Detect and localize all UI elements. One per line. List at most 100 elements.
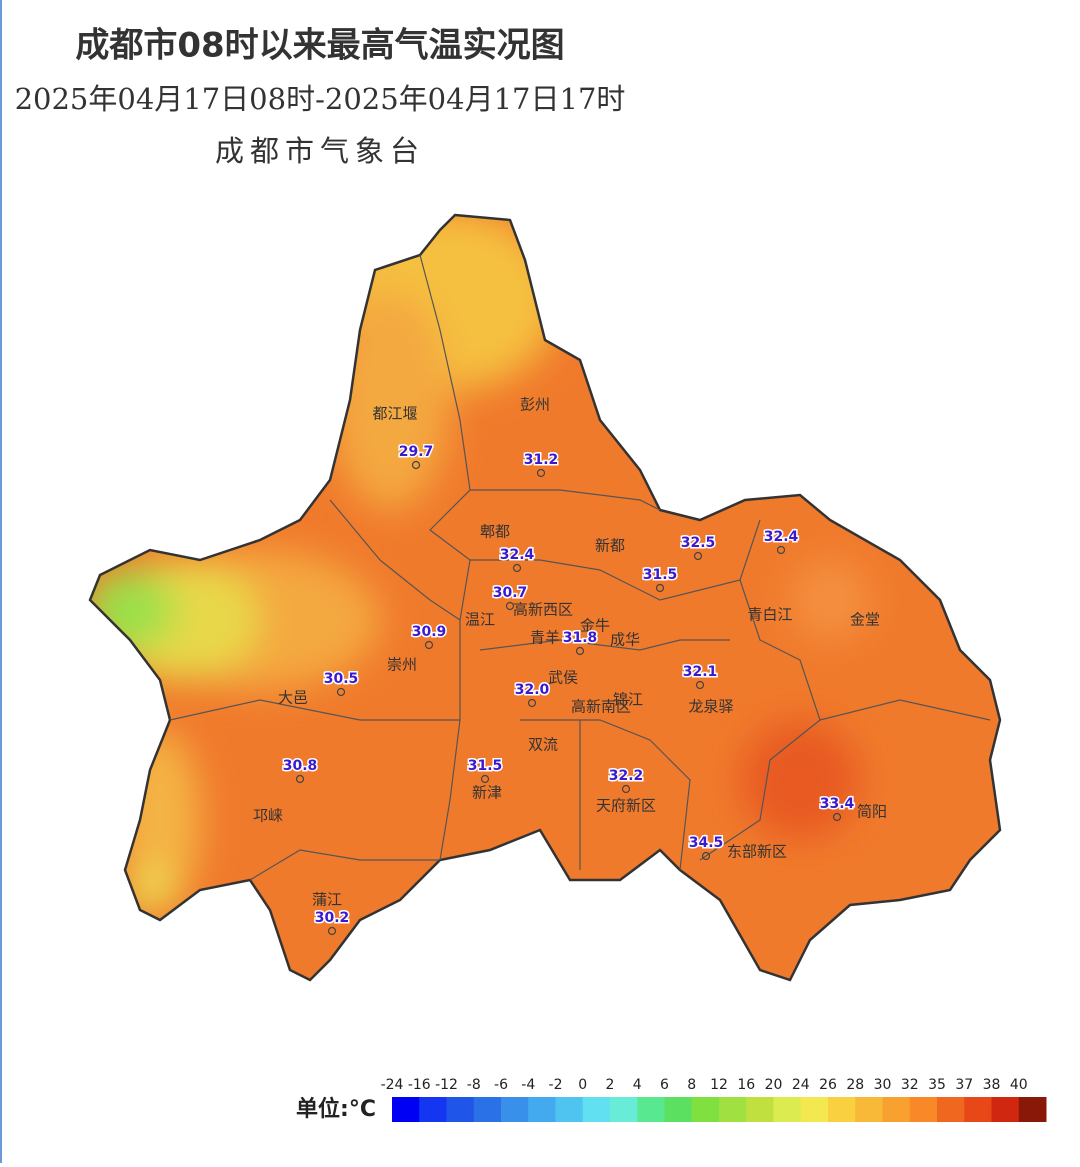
station-dot: [505, 601, 515, 611]
district-name: 东部新区: [727, 843, 787, 861]
legend-tick-label: 26: [819, 1077, 837, 1093]
legend-tick-label: 6: [660, 1077, 669, 1093]
station-dot: [693, 551, 703, 561]
station-value: 34.5: [689, 835, 724, 851]
legend-tick-label: 35: [928, 1077, 946, 1093]
subtitle: 2025年04月17日08时-2025年04月17日17时: [15, 82, 626, 116]
district-name: 崇州: [387, 656, 417, 674]
station-value: 31.5: [643, 567, 678, 583]
station-value: 30.5: [324, 671, 359, 687]
legend-swatch: [746, 1097, 774, 1122]
legend-tick-label: 12: [710, 1077, 728, 1093]
legend-tick-label: 16: [737, 1077, 755, 1093]
legend-swatch: [800, 1097, 829, 1122]
legend-tick-label: 4: [633, 1077, 642, 1093]
station-value: 31.8: [563, 630, 598, 646]
legend: -24 -16 -12 -8 -6 -4 -2 0 2 4 6 8 12 16 20 24 26 28 30 32 35…: [381, 1077, 1047, 1122]
station-dot: [832, 812, 842, 822]
legend-swatch: [909, 1097, 938, 1122]
station-dot: [480, 774, 490, 784]
source: 成都市气象台: [215, 134, 425, 168]
station-value: 30.7: [493, 585, 528, 601]
legend-swatch: [446, 1097, 475, 1122]
legend-swatch: [964, 1097, 992, 1122]
station-dot: [575, 646, 585, 656]
station-value: 32.4: [764, 529, 799, 545]
legend-tick-label: 28: [846, 1077, 864, 1093]
legend-swatch: [855, 1097, 883, 1122]
legend-tick-label: -2: [549, 1077, 563, 1093]
legend-swatch: [582, 1097, 611, 1122]
district-name: 金牛: [580, 617, 610, 635]
district-name: 锦江: [613, 691, 643, 709]
legend-tick-label: -24: [381, 1077, 404, 1093]
district-name: 简阳: [857, 803, 887, 821]
station-dot: [411, 460, 421, 470]
legend-swatch: [610, 1097, 638, 1122]
legend-swatch: [691, 1097, 720, 1122]
district-name: 邛崃: [253, 807, 283, 825]
legend-swatch: [1018, 1097, 1047, 1122]
station-value: 32.4: [500, 547, 535, 563]
district-name: 温江: [465, 611, 495, 629]
legend-tick-label: 8: [687, 1077, 696, 1093]
legend-tick-label: -8: [467, 1077, 481, 1093]
legend-tick-label: -4: [521, 1077, 535, 1093]
legend-tick-label: -12: [435, 1077, 458, 1093]
station-dot: [512, 563, 522, 573]
station-dot: [527, 698, 537, 708]
legend-swatch: [773, 1097, 802, 1122]
station-dot: [695, 680, 705, 690]
district-name: 成华: [610, 631, 640, 649]
legend-tick-label: 30: [874, 1077, 892, 1093]
district-name: 彭州: [520, 396, 550, 414]
legend-unit: 单位:°C: [296, 1096, 376, 1122]
district-name: 青白江: [747, 606, 792, 624]
legend-swatch: [419, 1097, 447, 1122]
station-dot: [776, 545, 786, 555]
legend-tick-label: -16: [408, 1077, 431, 1093]
legend-tick-label: 20: [765, 1077, 783, 1093]
legend-swatch: [528, 1097, 556, 1122]
district-name: 武侯: [548, 669, 578, 687]
station-dot: [336, 687, 346, 697]
station-dot: [536, 468, 546, 478]
legend-swatch: [828, 1097, 856, 1122]
legend-swatch: [664, 1097, 693, 1122]
station-value: 32.0: [515, 682, 550, 698]
station-value: 30.9: [412, 624, 447, 640]
legend-tick-label: 2: [606, 1077, 615, 1093]
legend-swatch: [392, 1097, 420, 1122]
station-dot: [655, 583, 665, 593]
legend-swatch: [501, 1097, 529, 1122]
legend-swatch: [555, 1097, 584, 1122]
station-value: 32.5: [681, 535, 716, 551]
legend-tick-label: 24: [792, 1077, 810, 1093]
district-name: 大邑: [278, 689, 308, 707]
district-name: 金堂: [850, 611, 880, 629]
legend-swatch: [637, 1097, 665, 1122]
title: 成都市08时以来最高气温实况图: [75, 26, 564, 66]
station-value: 33.4: [820, 796, 855, 812]
station-value: 30.2: [315, 910, 350, 926]
district-name: 双流: [528, 736, 558, 754]
legend-tick-label: -6: [494, 1077, 508, 1093]
district-name: 新津: [472, 784, 502, 802]
station-value: 32.1: [683, 664, 718, 680]
station-value: 31.2: [524, 452, 559, 468]
district-name: 蒲江: [312, 891, 342, 909]
district-name: 郫都: [480, 523, 510, 541]
district-name: 天府新区: [596, 797, 656, 815]
legend-tick-label: 32: [901, 1077, 919, 1093]
district-name: 高新南区: [571, 698, 631, 716]
district-name: 新都: [595, 537, 625, 555]
legend-swatch: [991, 1097, 1020, 1122]
legend-swatch: [719, 1097, 747, 1122]
legend-swatch: [937, 1097, 965, 1122]
station-dot: [295, 774, 305, 784]
station-dot: [621, 784, 631, 794]
legend-swatch: [473, 1097, 502, 1122]
legend-tick-label: 40: [1010, 1077, 1028, 1093]
